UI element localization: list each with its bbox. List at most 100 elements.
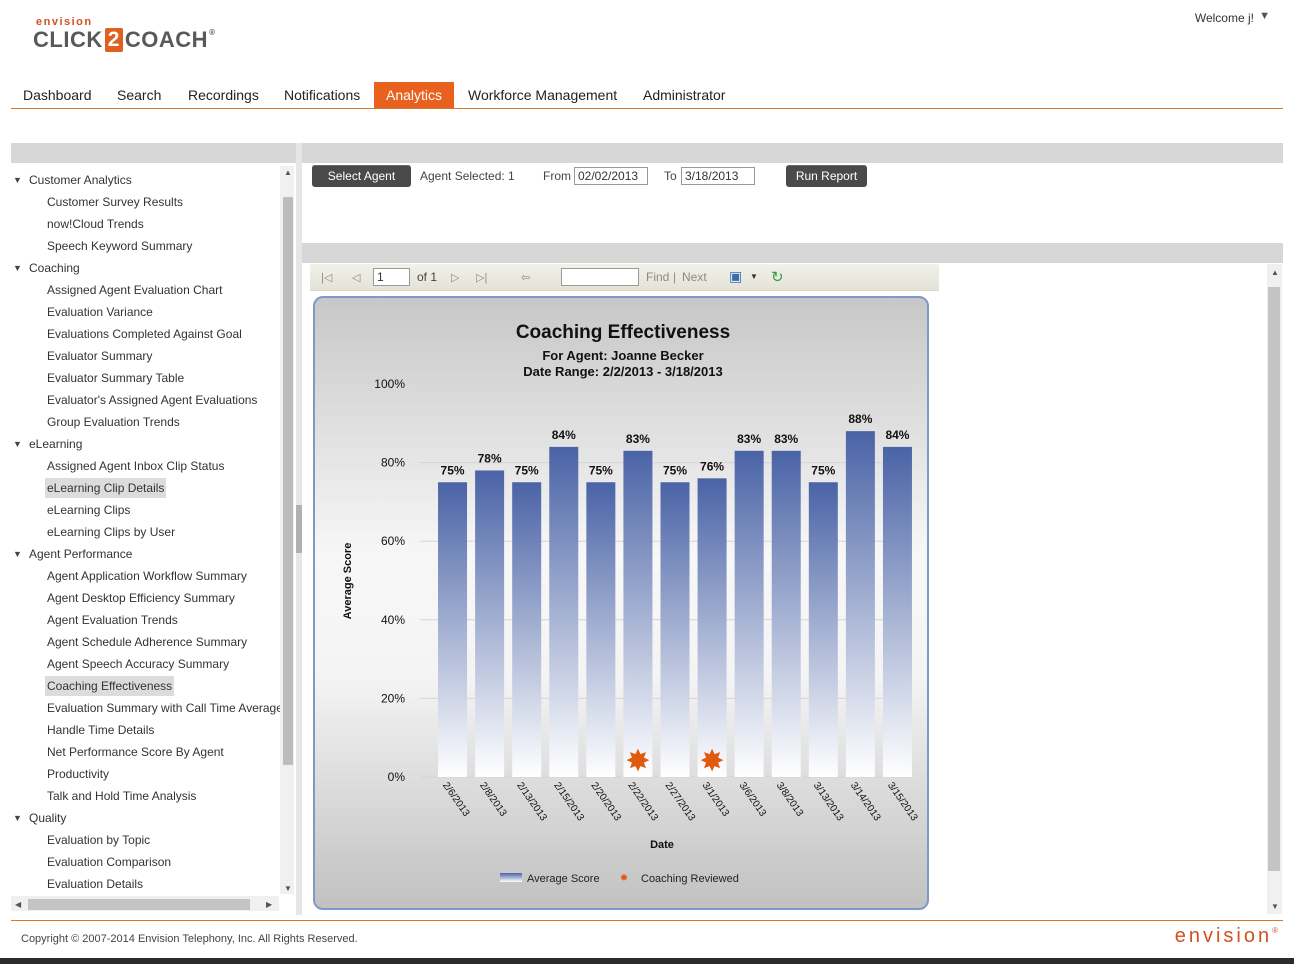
run-report-button[interactable]: Run Report [786, 165, 867, 187]
chart-subtitle-agent: For Agent: Joanne Becker [542, 348, 703, 363]
previous-page-icon[interactable]: ◁ [352, 272, 361, 284]
nav-analytics[interactable]: Analytics [374, 82, 454, 108]
nav-administrator[interactable]: Administrator [643, 87, 726, 103]
tree-item-elearning-clips-by-user[interactable]: eLearning Clips by User [47, 525, 176, 539]
tree-item-evaluation-variance[interactable]: Evaluation Variance [47, 305, 153, 319]
find-next-link[interactable]: Next [682, 270, 707, 284]
tree-item-agent-desktop-efficiency-summary[interactable]: Agent Desktop Efficiency Summary [47, 591, 235, 605]
find-link[interactable]: Find [646, 270, 670, 284]
tree-item-elearning-clips[interactable]: eLearning Clips [47, 503, 131, 517]
tree-item-agent-evaluation-trends[interactable]: Agent Evaluation Trends [47, 613, 178, 627]
tree-item-net-performance-score[interactable]: Net Performance Score By Agent [47, 745, 224, 759]
next-page-icon[interactable]: ▷ [451, 272, 460, 284]
tree-item-evaluators-assigned-agent-evaluations[interactable]: Evaluator's Assigned Agent Evaluations [47, 393, 258, 407]
legend-marker-coaching-reviewed: ✸ [620, 873, 628, 884]
expand-triangle-icon[interactable]: ▼ [13, 263, 22, 273]
nav-recordings[interactable]: Recordings [188, 87, 259, 103]
nav-notifications[interactable]: Notifications [284, 87, 361, 103]
report-scroll-thumb[interactable] [1268, 287, 1280, 871]
nav-workforce-management[interactable]: Workforce Management [468, 87, 618, 103]
tree-group-customer-analytics[interactable]: Customer Analytics [29, 173, 132, 187]
last-page-icon[interactable]: ▷| [476, 272, 488, 284]
logo-click: CLICK [33, 27, 103, 52]
x-tick-label: 3/6/2013 [737, 780, 769, 819]
sidebar-scroll-thumb[interactable] [283, 197, 293, 765]
tree-item-assigned-agent-inbox-clip-status[interactable]: Assigned Agent Inbox Clip Status [47, 459, 225, 473]
y-tick-label: 80% [381, 456, 405, 470]
tree-item-speech-keyword-summary[interactable]: Speech Keyword Summary [47, 239, 193, 253]
from-date-input[interactable] [574, 167, 648, 185]
tree-item-evaluation-comparison[interactable]: Evaluation Comparison [47, 855, 172, 869]
scroll-right-icon[interactable]: ▶ [266, 900, 273, 909]
scroll-up-icon[interactable]: ▲ [284, 168, 292, 177]
tree-item-agent-speech-accuracy-summary[interactable]: Agent Speech Accuracy Summary [47, 657, 230, 671]
select-agent-button[interactable]: Select Agent [312, 165, 411, 187]
tree-item-elearning-clip-details[interactable]: eLearning Clip Details [45, 478, 167, 498]
tree-item-agent-schedule-adherence-summary[interactable]: Agent Schedule Adherence Summary [47, 635, 248, 649]
bar [586, 482, 616, 777]
tree-item-talk-and-hold-time-analysis[interactable]: Talk and Hold Time Analysis [47, 789, 197, 803]
tree-group-coaching[interactable]: Coaching [29, 261, 80, 275]
bar [475, 470, 505, 777]
tree-item-group-evaluation-trends[interactable]: Group Evaluation Trends [47, 415, 180, 429]
find-separator: | [673, 270, 677, 284]
y-tick-label: 0% [388, 770, 406, 784]
sidebar-hscroll-thumb[interactable] [28, 899, 250, 910]
footer-logo-text: envision [1174, 925, 1273, 947]
data-label: 83% [737, 432, 761, 446]
refresh-icon[interactable]: ↻ [771, 269, 784, 286]
x-tick-label: 2/15/2013 [551, 780, 586, 823]
nav-dashboard[interactable]: Dashboard [23, 87, 92, 103]
legend-label-coaching-reviewed: Coaching Reviewed [641, 873, 739, 885]
back-icon[interactable]: ⇦ [521, 272, 531, 284]
first-page-icon[interactable]: |◁ [321, 272, 333, 284]
data-label: 76% [700, 459, 724, 473]
expand-triangle-icon[interactable]: ▼ [13, 175, 22, 185]
coaching-reviewed-marker: ✸ [700, 745, 725, 778]
tree-item-evaluations-completed-against-goal[interactable]: Evaluations Completed Against Goal [47, 327, 242, 341]
data-label: 75% [441, 463, 465, 477]
tree-item-customer-survey-results[interactable]: Customer Survey Results [47, 195, 184, 209]
tree-item-evaluation-by-topic[interactable]: Evaluation by Topic [47, 833, 151, 847]
report-scroll-down-icon[interactable]: ▼ [1271, 902, 1279, 911]
expand-triangle-icon[interactable]: ▼ [13, 813, 22, 823]
tree-item-coaching-effectiveness[interactable]: Coaching Effectiveness [45, 676, 175, 696]
tree-item-evaluator-summary-table[interactable]: Evaluator Summary Table [47, 371, 185, 385]
coaching-reviewed-marker: ✸ [625, 745, 650, 778]
tree-group-quality[interactable]: Quality [29, 811, 67, 825]
x-tick-label: 2/27/2013 [663, 780, 698, 823]
tree-item-evaluation-summary-call-time[interactable]: Evaluation Summary with Call Time Averag… [47, 701, 283, 715]
footer-logo: envision® [1175, 925, 1278, 948]
export-save-icon[interactable]: ▣ [729, 268, 743, 284]
data-label: 75% [811, 463, 835, 477]
tree-item-assigned-agent-evaluation-chart[interactable]: Assigned Agent Evaluation Chart [47, 283, 223, 297]
tree-item-evaluation-details[interactable]: Evaluation Details [47, 877, 144, 891]
data-label: 88% [848, 412, 872, 426]
page-number-input[interactable] [373, 268, 410, 286]
nav-search[interactable]: Search [117, 87, 162, 103]
report-tree: ▼ Customer Analytics Customer Survey Res… [11, 163, 295, 915]
tree-item-agent-application-workflow-summary[interactable]: Agent Application Workflow Summary [47, 569, 247, 583]
tree-item-handle-time-details[interactable]: Handle Time Details [47, 723, 155, 737]
user-menu-caret-icon[interactable]: ▼ [1259, 10, 1270, 22]
tree-item-nowcloud-trends[interactable]: now!Cloud Trends [47, 217, 144, 231]
logo-two: 2 [104, 28, 123, 52]
export-dropdown-icon[interactable]: ▼ [750, 272, 758, 281]
expand-triangle-icon[interactable]: ▼ [13, 549, 22, 559]
window-bottom-edge [0, 958, 1294, 964]
expand-triangle-icon[interactable]: ▼ [13, 439, 22, 449]
data-label: 83% [774, 432, 798, 446]
tree-group-agent-performance[interactable]: Agent Performance [29, 547, 133, 561]
to-date-input[interactable] [681, 167, 755, 185]
tree-item-productivity[interactable]: Productivity [47, 767, 110, 781]
coaching-effectiveness-chart: Coaching Effectiveness For Agent: Joanne… [342, 322, 920, 885]
find-input[interactable] [561, 268, 639, 286]
tree-item-evaluator-summary[interactable]: Evaluator Summary [47, 349, 153, 363]
scroll-left-icon[interactable]: ◀ [15, 900, 22, 909]
agent-selected-label: Agent Selected: 1 [420, 169, 515, 183]
splitter-grip[interactable] [296, 505, 302, 553]
tree-group-elearning[interactable]: eLearning [29, 437, 83, 451]
scroll-down-icon[interactable]: ▼ [284, 884, 292, 893]
welcome-user[interactable]: Welcome j! [1194, 11, 1254, 25]
report-scroll-up-icon[interactable]: ▲ [1271, 268, 1279, 277]
